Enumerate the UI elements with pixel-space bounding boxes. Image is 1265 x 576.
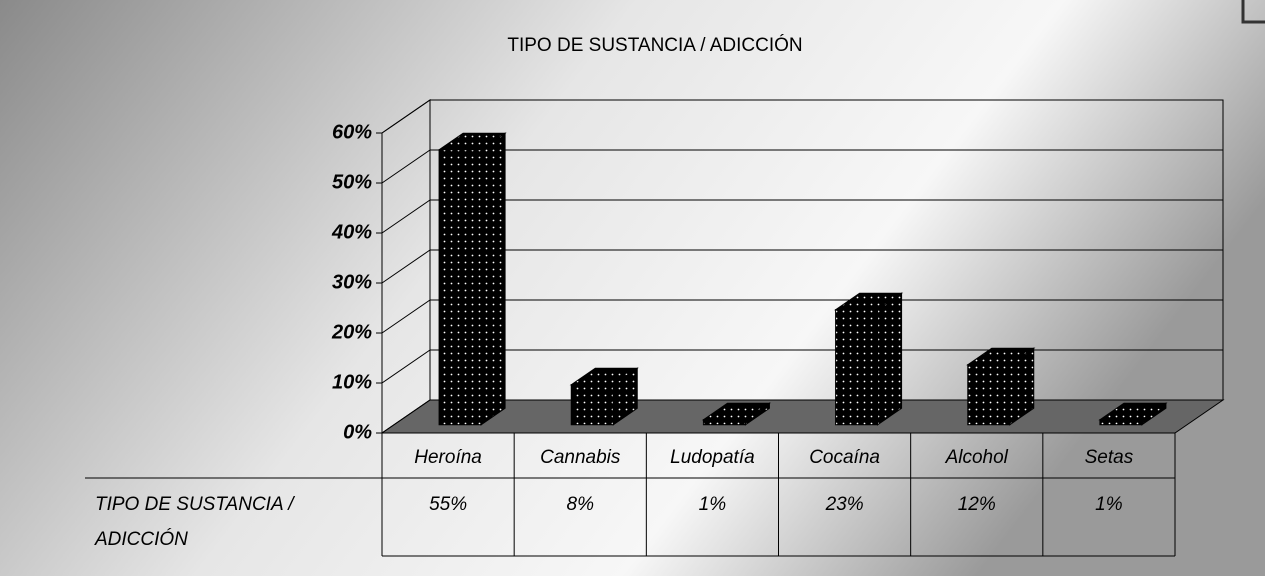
x-tick-label: Setas [1085,447,1134,468]
grid-line [381,149,1223,184]
y-tick-label: 50% [332,171,372,193]
y-tick-label: 20% [331,321,372,343]
x-tick-label: Alcohol [945,447,1009,468]
data-label: 1% [1095,494,1123,515]
data-label: 23% [825,494,864,515]
grid-line [381,99,1223,134]
bar-side [480,132,506,426]
grid-line [381,249,1223,284]
bar-front [570,384,614,426]
grid-line [381,399,1223,434]
bar [833,292,904,426]
bar [966,347,1036,426]
bar-front [835,309,879,426]
bar-front [702,419,746,426]
data-label: 55% [429,494,467,515]
bar [701,402,772,426]
corner-box [1241,0,1265,24]
x-tick-label: Cocaína [809,447,880,468]
grid-line [381,199,1223,234]
y-tick-label: 10% [332,371,372,393]
x-tick-label: Cannabis [540,447,621,468]
bar-front [967,364,1011,426]
grid-line [381,299,1223,334]
bar-front [1099,419,1143,426]
y-tick-label: 0% [343,421,372,443]
bar-front [438,149,482,426]
y-tick-label: 60% [332,121,372,143]
legend-label: TIPO DE SUSTANCIA / ADICCIÓN [94,494,295,550]
x-tick-label: Ludopatía [670,447,755,468]
x-tick-label: Heroína [414,447,482,468]
chart-title: TIPO DE SUSTANCIA / ADICCIÓN [507,34,802,56]
y-tick-label: 40% [331,221,372,243]
data-label: 8% [567,494,595,515]
grid-line [381,349,1223,384]
floor [380,399,1225,434]
bar [569,367,639,426]
bar [1098,402,1168,426]
y-tick-label: 30% [332,271,372,293]
bar-side [877,292,903,426]
bar [437,132,507,426]
data-label: 12% [958,494,996,515]
data-label: 1% [699,494,727,515]
